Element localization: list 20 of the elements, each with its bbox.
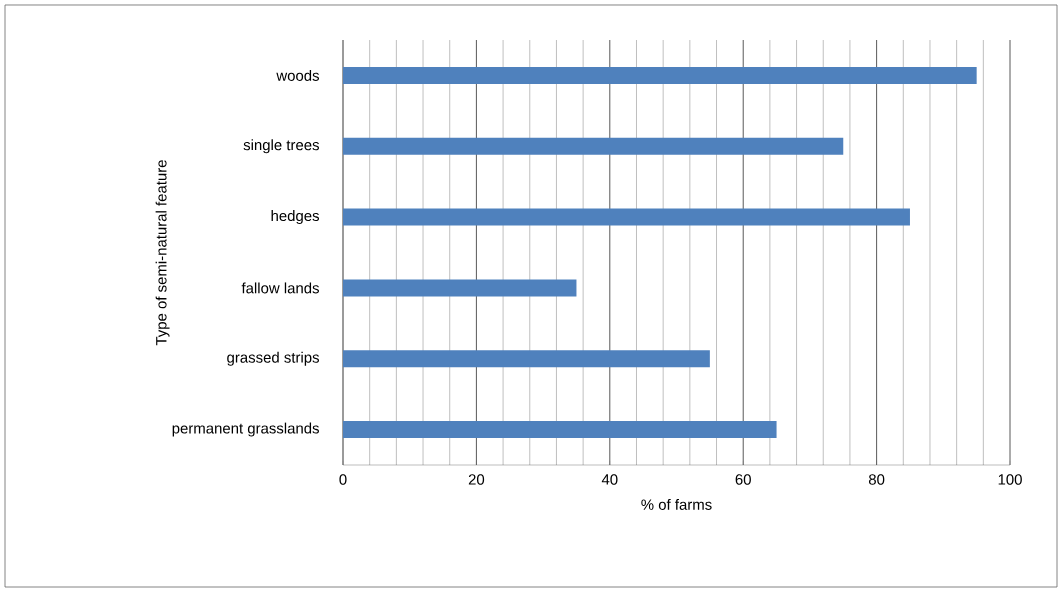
y-tick-label: woods (276, 69, 320, 81)
bar (343, 208, 910, 226)
x-tick-label: 0 (339, 474, 347, 485)
x-tick-label: 60 (735, 474, 751, 485)
y-tick-label: single trees (243, 139, 319, 154)
x-tick-label: 40 (601, 474, 618, 485)
x-axis-title: % of farms (641, 498, 712, 510)
x-tick-label: 20 (468, 474, 485, 485)
bar (343, 421, 777, 439)
y-tick-label: fallow lands (241, 282, 319, 294)
bar (343, 66, 977, 84)
x-tick-label: 80 (868, 474, 885, 485)
x-tick-label: 100 (998, 474, 1022, 485)
bar (343, 350, 710, 368)
y-axis-title: Type of semi-natural feature (155, 160, 170, 346)
bar (343, 137, 844, 155)
y-tick-label: permanent grasslands (172, 422, 319, 437)
y-tick-label: hedges (271, 210, 320, 225)
bar (343, 279, 577, 297)
y-tick-label: grassed strips (227, 351, 319, 366)
